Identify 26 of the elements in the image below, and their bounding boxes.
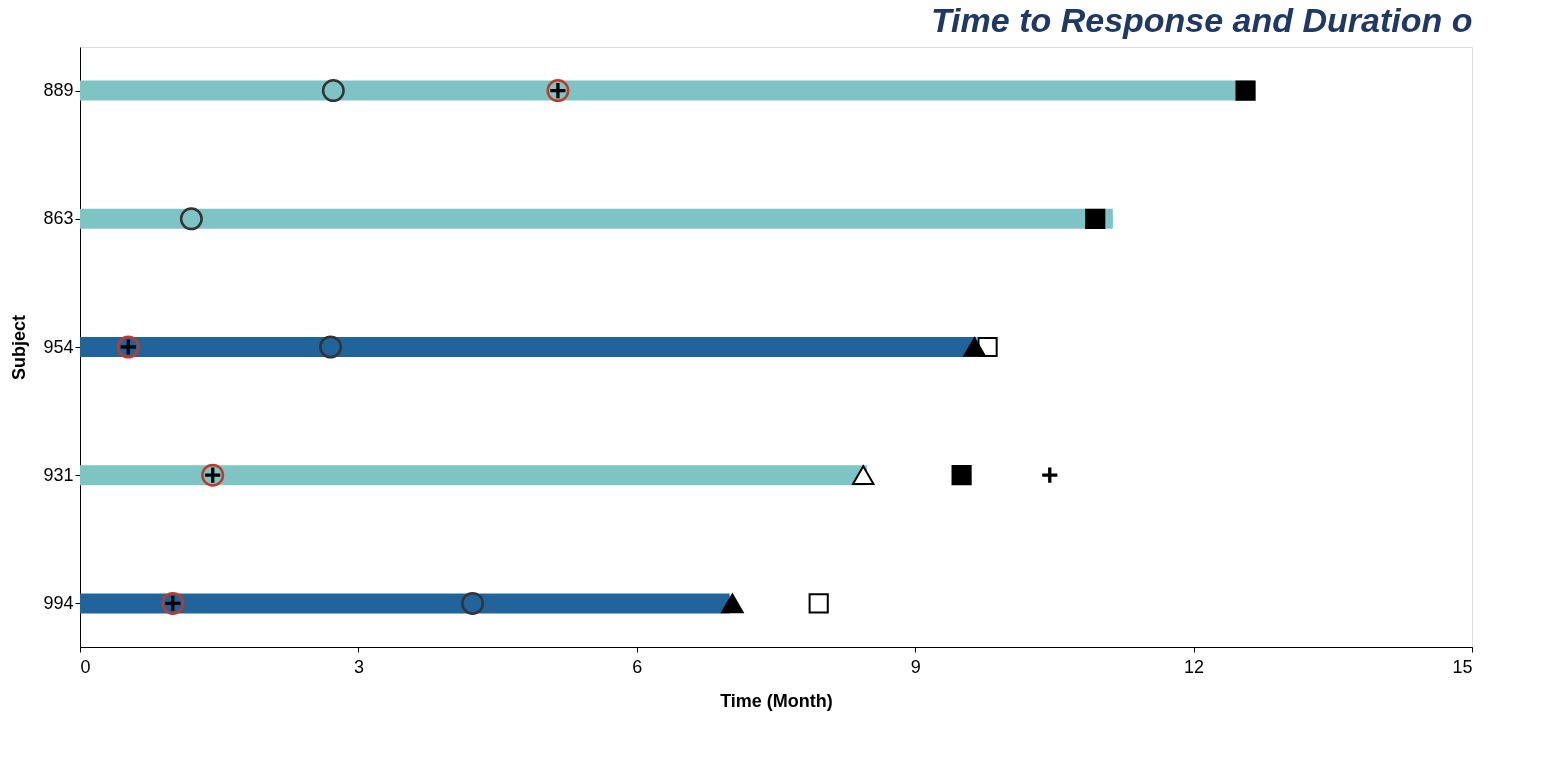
y-tick-label: 931: [43, 464, 74, 485]
point: [1085, 208, 1106, 229]
point: [951, 465, 972, 486]
point: [721, 593, 744, 614]
x-tick-label: 15: [1452, 656, 1473, 677]
point: [321, 79, 345, 103]
point: [1235, 80, 1256, 101]
y-tick-label: 954: [43, 336, 74, 357]
point: [1042, 467, 1058, 483]
point: [963, 337, 986, 357]
point: [179, 207, 203, 231]
y-axis-title: Subject: [9, 314, 30, 381]
x-tick-label: 9: [910, 656, 921, 677]
point: [808, 593, 829, 614]
y-tick-label: 863: [43, 208, 74, 229]
x-tick-label: 12: [1184, 656, 1205, 677]
point: [851, 465, 875, 486]
y-tick-label: 889: [43, 80, 74, 101]
point: [319, 335, 343, 359]
x-tick-label: 6: [632, 656, 643, 677]
x-tick-label: 3: [353, 656, 364, 677]
x-axis-title: Time (Month): [720, 690, 833, 711]
x-tick-label: 0: [80, 656, 91, 677]
y-tick-label: 994: [43, 592, 74, 613]
chart-title: Time to Response and Duration o: [930, 1, 1473, 39]
point: [461, 591, 485, 615]
